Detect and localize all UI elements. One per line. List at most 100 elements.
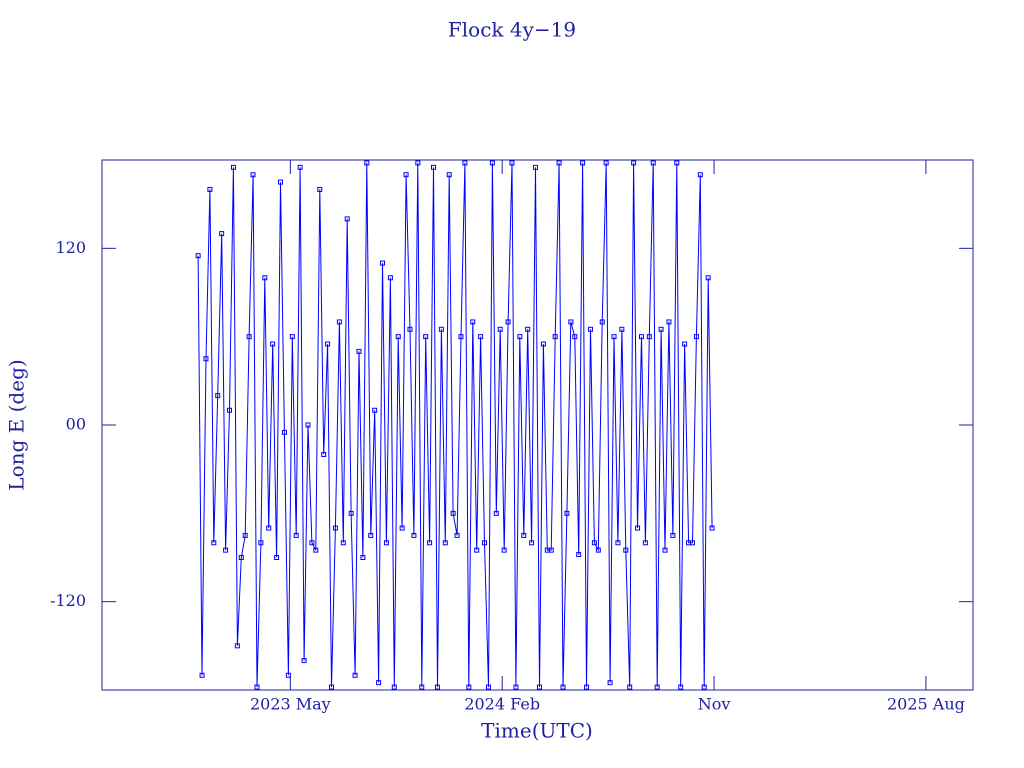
point	[650, 160, 656, 166]
point	[705, 275, 711, 281]
point	[219, 231, 225, 237]
point	[360, 555, 366, 560]
point	[348, 510, 354, 516]
point	[572, 334, 578, 340]
series-line	[197, 162, 713, 688]
point	[611, 334, 617, 340]
point	[332, 525, 338, 531]
x-axis-label: Time(UTC)	[481, 719, 593, 743]
point	[376, 680, 382, 686]
series	[195, 160, 715, 690]
point	[293, 532, 299, 538]
point	[521, 532, 527, 538]
point	[450, 510, 456, 516]
y-tick-label: 120	[55, 238, 86, 257]
point	[568, 319, 574, 325]
point	[419, 684, 425, 690]
point	[509, 160, 515, 166]
point	[336, 319, 342, 325]
point	[305, 422, 311, 428]
point	[230, 164, 236, 170]
point	[238, 555, 244, 560]
point	[709, 525, 715, 531]
point	[407, 326, 413, 332]
point	[411, 532, 417, 538]
point	[399, 525, 405, 531]
point	[195, 253, 201, 259]
point	[383, 540, 389, 546]
point	[329, 684, 335, 690]
point	[517, 334, 523, 340]
point	[423, 334, 429, 340]
point	[199, 672, 205, 678]
point	[662, 547, 668, 553]
point	[442, 540, 448, 546]
point	[246, 334, 252, 340]
point	[580, 160, 586, 166]
point	[395, 334, 401, 340]
point	[482, 540, 488, 546]
point	[254, 684, 260, 690]
point	[227, 407, 233, 413]
point	[489, 160, 495, 166]
point	[646, 334, 652, 340]
point	[317, 186, 323, 192]
point	[513, 684, 519, 690]
point	[525, 326, 531, 332]
point	[627, 684, 633, 690]
point	[301, 658, 307, 664]
point	[591, 540, 597, 546]
point	[674, 160, 680, 166]
point	[427, 540, 433, 546]
point	[560, 684, 566, 690]
point	[548, 547, 554, 553]
point	[266, 525, 272, 531]
point	[403, 172, 409, 178]
point	[321, 451, 327, 457]
point	[234, 643, 240, 649]
point	[529, 540, 535, 546]
point	[258, 540, 264, 546]
point	[211, 540, 217, 546]
x-tick-label: 2024 Feb	[464, 695, 540, 714]
point	[478, 334, 484, 340]
point	[434, 684, 440, 690]
point	[501, 547, 507, 553]
point	[297, 164, 303, 170]
point	[281, 429, 287, 435]
point	[615, 540, 621, 546]
point	[262, 275, 268, 281]
point	[595, 547, 601, 553]
point	[564, 510, 570, 516]
point	[701, 684, 707, 690]
point	[387, 275, 393, 281]
x-tick-label: 2025 Aug	[887, 695, 965, 714]
point	[505, 319, 511, 325]
point	[356, 348, 362, 354]
point	[325, 341, 331, 347]
point	[344, 216, 350, 222]
point	[309, 540, 315, 546]
point	[380, 260, 386, 266]
point	[340, 540, 346, 546]
point	[493, 510, 499, 516]
point	[584, 684, 590, 690]
point	[313, 547, 319, 553]
point	[207, 186, 213, 192]
point	[415, 160, 421, 166]
point	[533, 164, 539, 170]
point	[458, 334, 464, 340]
point	[682, 341, 688, 347]
point	[438, 326, 444, 332]
point	[474, 547, 480, 553]
point	[470, 319, 476, 325]
y-axis-label: Long E (deg)	[5, 359, 29, 490]
point	[454, 532, 460, 538]
point	[462, 160, 468, 166]
point	[285, 672, 291, 678]
point	[391, 684, 397, 690]
point	[631, 160, 637, 166]
point	[485, 684, 491, 690]
point	[654, 684, 660, 690]
